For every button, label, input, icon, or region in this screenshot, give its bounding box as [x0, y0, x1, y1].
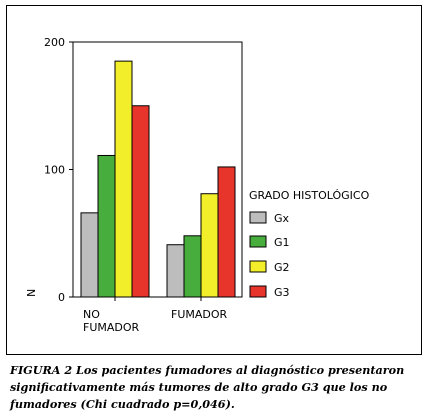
bar-g2-fumador: [200, 193, 219, 298]
legend-swatch-g1: [249, 235, 267, 248]
bar-g2-no-fumador: [114, 60, 133, 298]
y-tick-label: 0: [58, 291, 65, 304]
legend-label-g1: G1: [274, 236, 290, 249]
y-axis-label: N: [25, 289, 38, 297]
figure-frame: [6, 5, 422, 355]
figure-caption: FIGURA 2 Los pacientes fumadores al diag…: [10, 363, 405, 411]
bar-g3-no-fumador: [131, 105, 150, 298]
legend-label-g2: G2: [274, 261, 290, 274]
y-axis-ticks: 0 100 200: [44, 36, 73, 304]
legend-swatch-gx: [249, 211, 267, 224]
category-label: FUMADOR: [83, 321, 140, 334]
x-axis-ticks: [114, 297, 202, 301]
legend-title: GRADO HISTOLÓGICO: [249, 189, 370, 202]
bars: [80, 60, 236, 298]
bar-g1-no-fumador: [97, 154, 116, 298]
legend: Gx G1 G2 G3: [249, 211, 290, 299]
category-label: FUMADOR: [171, 308, 228, 321]
legend-swatch-g3: [249, 285, 267, 298]
bar-g1-fumador: [183, 235, 202, 298]
bar-gx-no-fumador: [80, 212, 99, 298]
bar-gx-fumador: [166, 244, 185, 298]
legend-swatch-g2: [249, 260, 267, 273]
legend-label-gx: Gx: [274, 212, 290, 225]
y-tick-label: 100: [44, 164, 65, 177]
legend-label-g3: G3: [274, 286, 290, 299]
bar-g3-fumador: [217, 166, 236, 298]
y-tick-label: 200: [44, 36, 65, 49]
category-label: NO: [83, 308, 100, 321]
